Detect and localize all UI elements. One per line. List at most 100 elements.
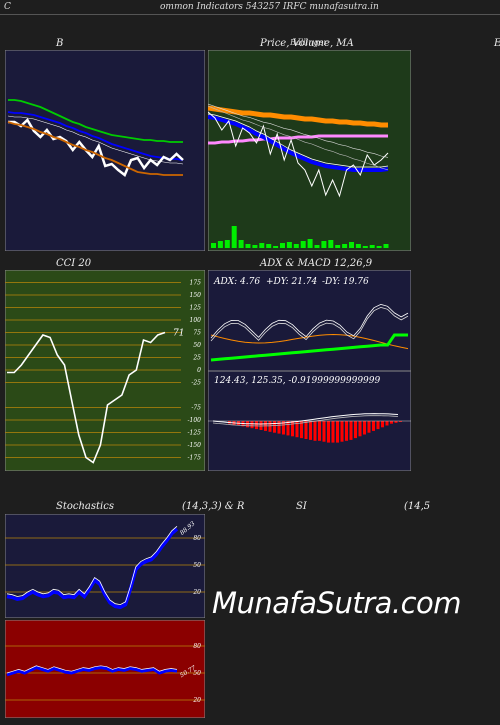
bb-lower-line bbox=[208, 105, 389, 171]
volume-bar bbox=[369, 245, 375, 248]
volume-bar bbox=[376, 246, 382, 248]
adx-chart: ADX: 4.76 +DY: 21.74 -DY: 19.76 bbox=[208, 270, 411, 371]
header-bar: C ommon Indicators 543257 IRFC munafasut… bbox=[0, 0, 500, 15]
bollinger-bg bbox=[5, 50, 205, 251]
bollinger-band-outline bbox=[7, 115, 184, 165]
volume-bar bbox=[362, 246, 368, 248]
volume-bar bbox=[321, 241, 327, 248]
price-overlay-title: Ballinger bbox=[290, 38, 328, 47]
volume-bar bbox=[217, 241, 223, 248]
adx-bg bbox=[208, 270, 411, 371]
plusdi-line bbox=[210, 303, 409, 339]
macd-hist-bar bbox=[286, 421, 290, 436]
macd-hist-bar bbox=[394, 421, 398, 423]
stoch-d-line bbox=[6, 525, 178, 606]
bollinger-title: B bbox=[56, 38, 64, 49]
volume-bar bbox=[259, 243, 265, 248]
rsi-tick-label: 80 bbox=[193, 643, 201, 650]
stoch-tick-label: 20 bbox=[192, 589, 201, 596]
volume-bar bbox=[355, 244, 361, 248]
cci-tick-label: 175 bbox=[190, 280, 202, 287]
volume-bar bbox=[224, 240, 230, 248]
signal-line bbox=[212, 415, 399, 427]
volume-bar bbox=[335, 245, 341, 248]
macd-hist-bar bbox=[304, 421, 308, 439]
volume-bar bbox=[252, 245, 258, 248]
macd-hist-bar bbox=[331, 421, 335, 443]
macd-hist-bar bbox=[318, 421, 321, 441]
cci-tick-label: 50 bbox=[193, 342, 201, 349]
price-chart bbox=[208, 50, 411, 251]
volume-bar bbox=[211, 243, 216, 248]
macd-hist-bar bbox=[381, 421, 384, 428]
volume-bar bbox=[245, 244, 251, 248]
macd-hist-bar bbox=[282, 421, 285, 435]
plusdi-label: +DY: 21.74 bbox=[266, 277, 318, 287]
volume-bar bbox=[286, 242, 292, 248]
price-title: Price, Volume, MA bbox=[260, 38, 354, 49]
cci-tick-label: -175 bbox=[188, 455, 202, 462]
macd-hist-bar bbox=[268, 421, 272, 432]
cci-tick-label: 0 bbox=[197, 367, 201, 374]
minusdi-label: -DY: 19.76 bbox=[322, 277, 369, 287]
cci-tick-label: -150 bbox=[188, 442, 202, 449]
volume-bar bbox=[342, 244, 348, 248]
macd-hist-bar bbox=[322, 421, 326, 442]
minusdi-line bbox=[210, 306, 409, 342]
macd-line bbox=[212, 413, 399, 425]
cci-tick-label: 150 bbox=[190, 292, 202, 299]
stoch-params: (14,3,3) & R bbox=[182, 501, 245, 512]
bollinger-series-1 bbox=[7, 111, 184, 161]
rsi-title: SI bbox=[296, 501, 307, 512]
cci-tick-label: -25 bbox=[191, 380, 201, 387]
macd-hist-bar bbox=[367, 421, 371, 433]
adx-macd-title: ADX & MACD 12,26,9 bbox=[260, 258, 373, 269]
rsi-params: (14,5 bbox=[404, 501, 431, 512]
cci-tick-label: 100 bbox=[190, 317, 202, 324]
macd-hist-bar bbox=[385, 421, 389, 426]
adx-values-label: ADX: 4.76 bbox=[213, 277, 260, 287]
macd-hist-bar bbox=[250, 421, 254, 429]
rsi-signal-line bbox=[6, 665, 178, 674]
rsi-tick-label: 20 bbox=[192, 697, 201, 704]
macd-hist-bar bbox=[399, 421, 402, 422]
ma-blue bbox=[208, 115, 389, 172]
bb-upper-line bbox=[208, 103, 389, 158]
macd-hist-bar bbox=[336, 421, 339, 443]
macd-hist-bar bbox=[313, 421, 317, 441]
header-title: ommon Indicators 543257 IRFC munafasutra… bbox=[160, 2, 379, 12]
macd-hist-bar bbox=[349, 421, 353, 440]
cci-chart: 175 150 125 100 75 50 25 0 -25 -75 -100 -125 -150 -17… bbox=[5, 270, 205, 471]
price-bg bbox=[208, 50, 411, 251]
right-cut-title: E bbox=[494, 38, 500, 49]
volume-bar bbox=[349, 242, 354, 248]
rsi-line bbox=[6, 665, 178, 677]
volume-bar bbox=[238, 240, 244, 248]
bollinger-series-2 bbox=[8, 118, 184, 177]
macd-hist-bar bbox=[363, 421, 366, 435]
macd-hist-bar bbox=[309, 421, 312, 440]
cci-tick-label: -125 bbox=[188, 430, 202, 437]
macd-hist-bar bbox=[255, 421, 258, 430]
adx-green bbox=[210, 333, 408, 362]
cci-tick-label: 75 bbox=[193, 330, 201, 337]
stoch-title: Stochastics bbox=[56, 501, 114, 512]
macd-values-label: 124.43, 125.35, -0.91999999999999 bbox=[214, 376, 380, 386]
cci-tick-label: -100 bbox=[188, 417, 202, 424]
watermark: MunafaSutra.com bbox=[212, 586, 462, 620]
rsi-tick-label: 50 bbox=[193, 670, 201, 677]
macd-hist-bar bbox=[358, 421, 362, 437]
adx-orange bbox=[210, 333, 409, 350]
macd-chart: 124.43, 125.35, -0.91999999999999 bbox=[208, 371, 411, 471]
macd-hist-bar bbox=[273, 421, 276, 433]
volume-bar bbox=[231, 226, 237, 248]
volume-bar bbox=[293, 244, 299, 248]
macd-hist-bar bbox=[340, 421, 344, 442]
volume-bar bbox=[314, 245, 320, 248]
macd-hist-bar bbox=[327, 421, 330, 443]
macd-hist-bar bbox=[291, 421, 294, 437]
cci-line bbox=[7, 331, 166, 464]
ma-blue-outline bbox=[208, 113, 389, 168]
